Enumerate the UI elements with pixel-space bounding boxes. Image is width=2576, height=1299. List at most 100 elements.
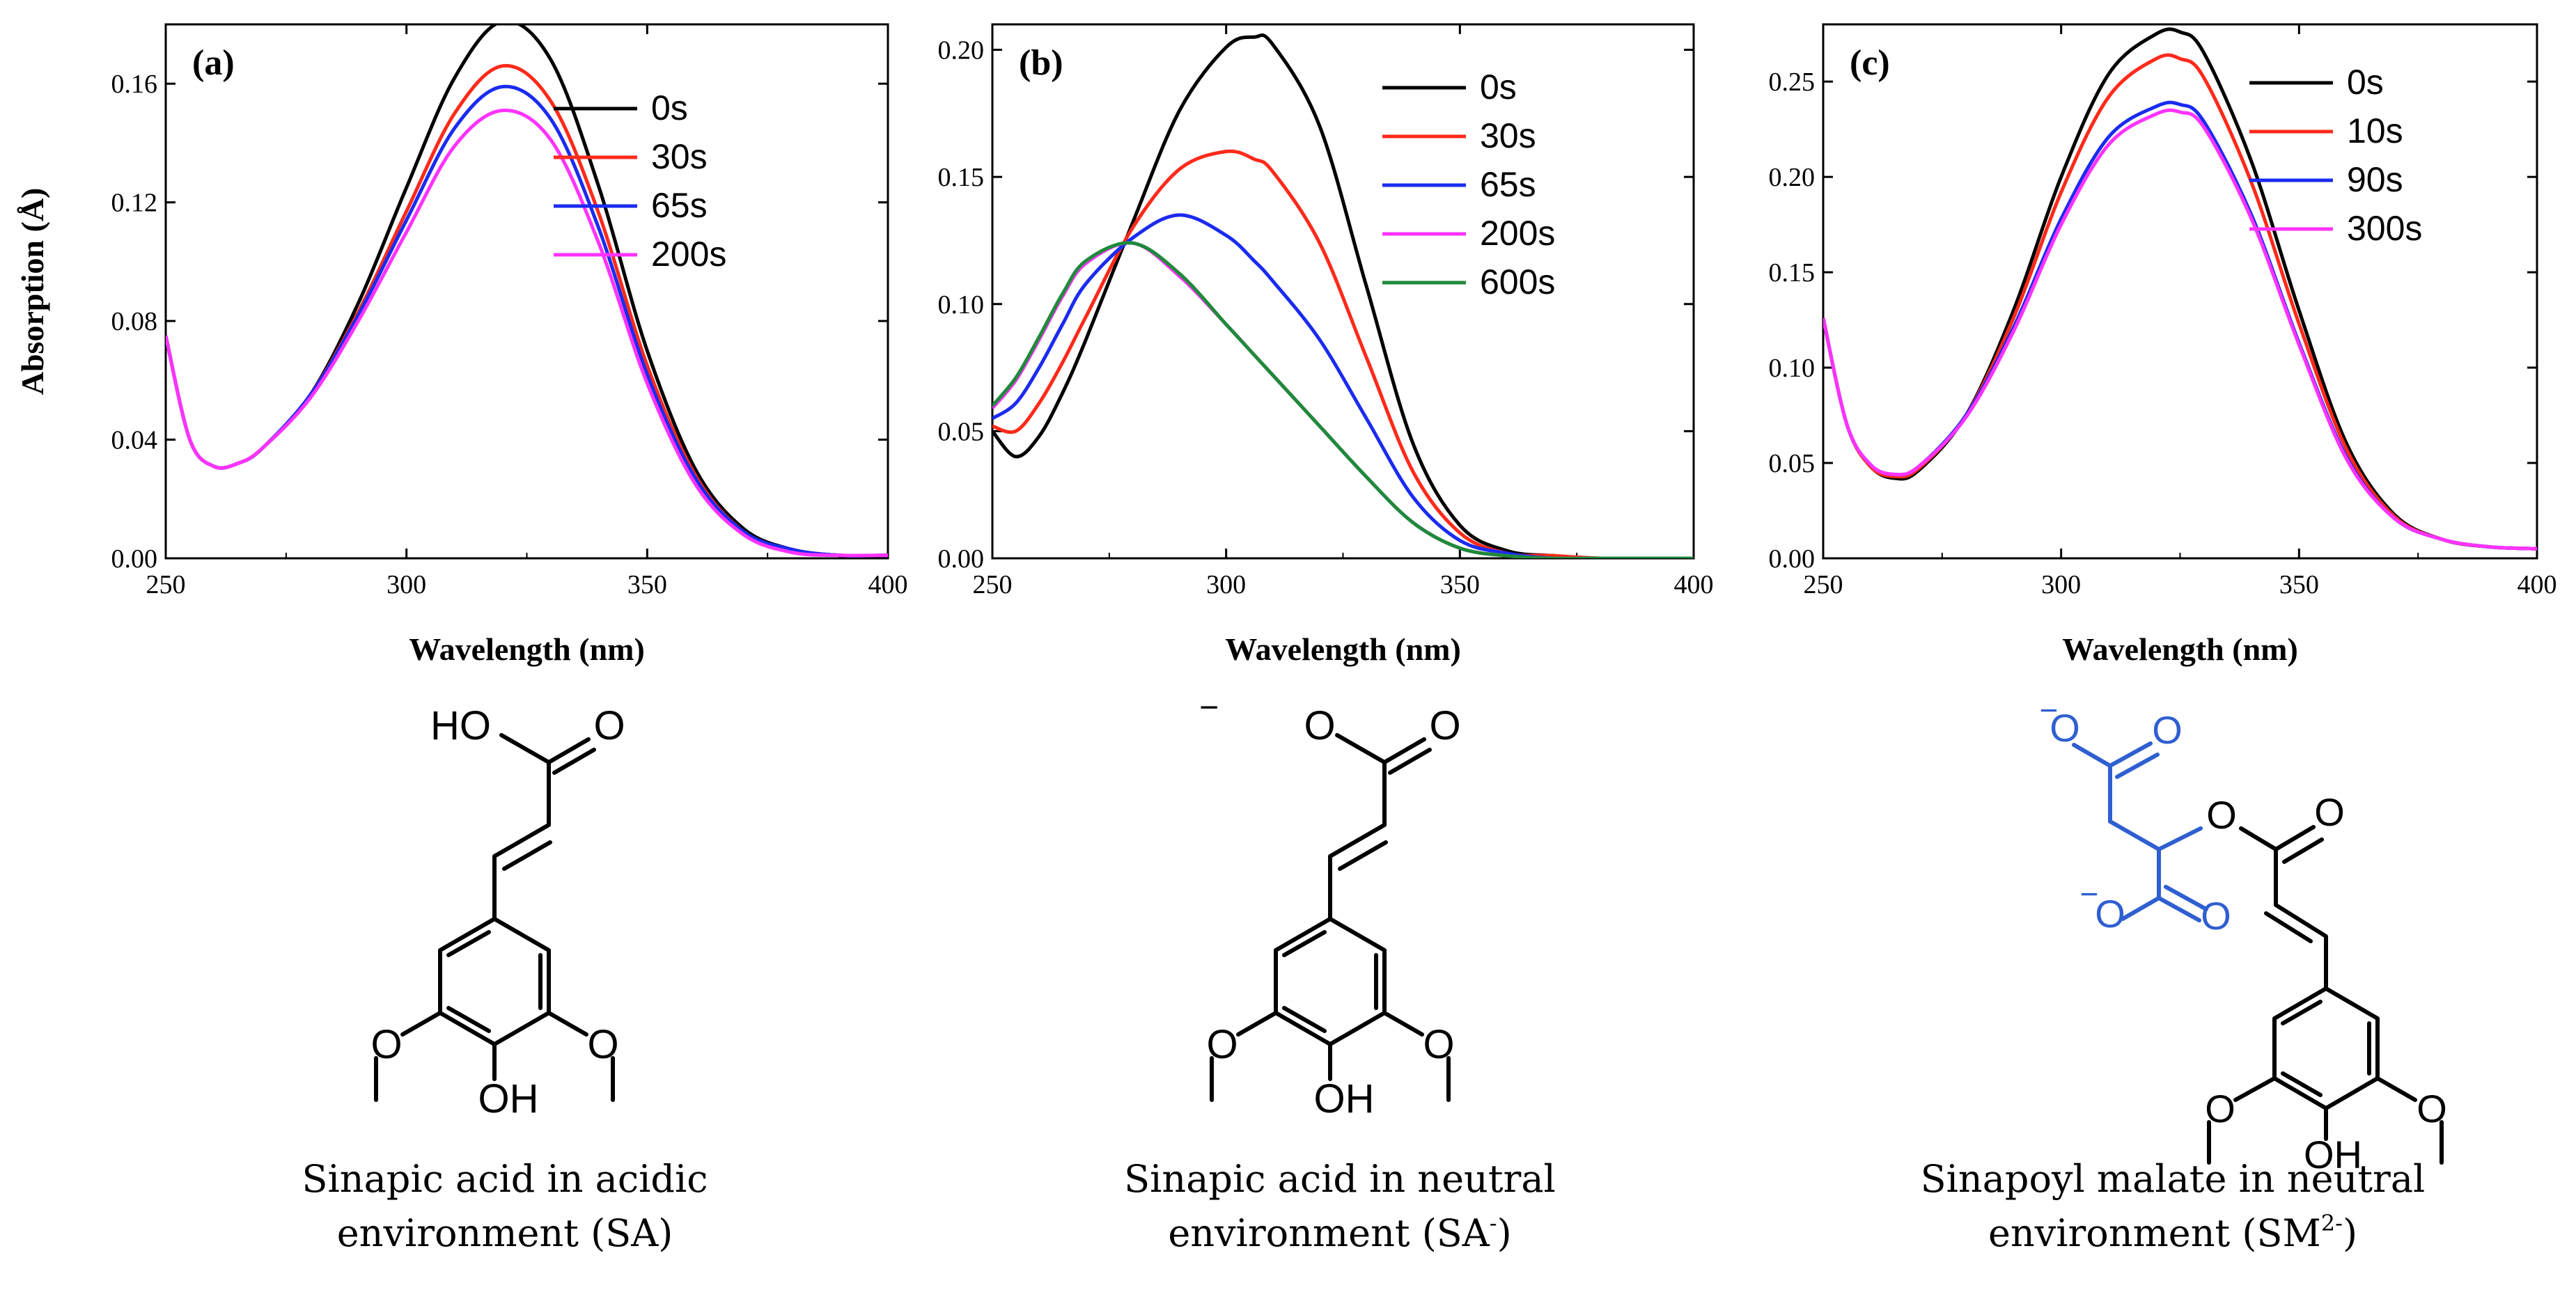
sa-anion-charge: −	[1199, 689, 1219, 726]
structure-sa: HO O O O OH	[370, 703, 625, 1121]
sa-anion-label-methoxy-left: O	[1206, 1022, 1238, 1067]
chart-panel-3: 0.00 0.05 0.10 0.15 0.20 0.25 250 300 350 400 0s 10…	[1769, 23, 2557, 667]
y-tick-label: 0.08	[111, 307, 158, 336]
sm-label-ester-o: O	[2206, 793, 2237, 837]
sm-label-carboxylate-top-o: O	[2050, 706, 2080, 750]
caption-sa-line2: environment (SA)	[336, 1211, 673, 1255]
sm-charge-bottom: −	[2080, 876, 2099, 912]
caption-sa-anion-line2-prefix: environment (SA	[1168, 1211, 1490, 1255]
chart-panel-1: 0.00 0.04 0.08 0.12 0.16 250 300 350 400 0s 30s 65s…	[15, 23, 908, 667]
y-tick-label: 0.00	[1769, 544, 1816, 574]
x-axis-title: Wavelength (nm)	[1225, 631, 1461, 667]
series-line-300s	[1823, 108, 2537, 551]
sa-anion-label-hydroxyl: OH	[1314, 1076, 1375, 1121]
caption-sa-anion: Sinapic acid in neutral environment (SA-…	[1027, 1152, 1653, 1261]
sm-label-carboxylate-bottom-o: O	[2095, 892, 2125, 936]
charts-layer: 0.00 0.04 0.08 0.12 0.16 250 300 350 400 0s 30s 65s…	[15, 23, 2557, 667]
caption-sa-anion-line2: environment (SA-)	[1027, 1206, 1653, 1261]
series-line-600s	[992, 241, 1694, 558]
sa-anion-acrylic-chain	[1328, 760, 1387, 921]
legend-label: 10s	[2347, 111, 2403, 150]
sm-label-carbonyl-o: O	[2314, 790, 2345, 834]
caption-sa-line1: Sinapic acid in acidic	[302, 1157, 708, 1201]
caption-sa-anion-line2-sup: -	[1489, 1210, 1497, 1236]
sa-label-methoxy-left: O	[370, 1022, 402, 1067]
y-tick-label: 0.00	[111, 544, 158, 574]
sm-label-methoxy-left: O	[2205, 1087, 2235, 1131]
sa-anion-label-carboxylate-o: O	[1304, 703, 1335, 748]
y-tick-label: 0.20	[938, 36, 985, 65]
y-tick-label: 0.12	[111, 189, 158, 218]
sa-label-hydroxyl: OH	[478, 1076, 539, 1121]
y-axis-title: Absorption (Å)	[15, 188, 50, 395]
x-axis-title: Wavelength (nm)	[409, 631, 645, 667]
panel-label: (c)	[1850, 43, 1890, 83]
x-tick-label: 300	[387, 570, 426, 599]
series-line-30s	[992, 149, 1694, 558]
sm-acrylic-chain	[2274, 847, 2328, 991]
x-tick-label: 400	[1674, 570, 1714, 599]
sa-label-methoxy-right: O	[587, 1022, 618, 1067]
sm-label-hydroxyl: OH	[2304, 1133, 2362, 1176]
x-tick-label: 250	[146, 570, 186, 599]
x-tick-label: 300	[2041, 570, 2081, 599]
y-tick-label: 0.00	[938, 544, 985, 574]
y-tick-label: 0.25	[1769, 68, 1816, 97]
series-line-0s	[1823, 27, 2537, 551]
y-tick-label: 0.20	[1769, 163, 1816, 192]
caption-sa-anion-line1: Sinapic acid in neutral	[1124, 1157, 1556, 1201]
sm-charge-top: −	[2040, 692, 2059, 728]
x-tick-label: 400	[2518, 570, 2557, 599]
x-tick-label: 400	[868, 570, 908, 599]
y-tick-label: 0.15	[1769, 258, 1816, 288]
caption-sm-line1: Sinapoyl malate in neutral	[1920, 1157, 2426, 1201]
sm-sinapoyl-part	[2207, 825, 2444, 1165]
y-tick-label: 0.10	[938, 290, 985, 320]
x-tick-label: 350	[1440, 570, 1480, 599]
legend-label: 0s	[2347, 63, 2384, 102]
caption-sm-line2-sup: 2-	[2320, 1210, 2343, 1236]
panel-label: (a)	[192, 43, 235, 83]
legend-label: 65s	[1480, 165, 1536, 204]
structure-sa-anion: − O O O O OH	[1199, 689, 1461, 1121]
caption-sa: Sinapic acid in acidic environment (SA)	[192, 1152, 818, 1261]
y-tick-label: 0.15	[938, 163, 985, 192]
panel-label: (b)	[1019, 43, 1063, 83]
x-axis-title: Wavelength (nm)	[2062, 631, 2298, 667]
structure-sm: − O O − O O O O O O OH	[2040, 692, 2447, 1176]
y-tick-label: 0.10	[1769, 354, 1816, 383]
legend-label: 200s	[1480, 214, 1555, 253]
caption-sa-anion-line2-suffix: )	[1497, 1211, 1512, 1255]
sa-label-acid: HO	[430, 703, 491, 748]
x-tick-label: 250	[973, 570, 1013, 599]
chart-panel-2: 0.00 0.05 0.10 0.15 0.20 250 300 350 400 0s 30s 65s…	[938, 23, 1714, 667]
legend-label: 600s	[1480, 262, 1555, 301]
sa-anion-label-carbonyl-o: O	[1429, 703, 1460, 748]
x-tick-label: 250	[1804, 570, 1843, 599]
legend-label: 30s	[651, 137, 708, 176]
y-tick-label: 0.05	[1769, 449, 1816, 478]
legend-label: 200s	[651, 235, 726, 274]
x-tick-label: 350	[2279, 570, 2319, 599]
sa-label-carbonyl-o: O	[593, 703, 625, 748]
y-tick-label: 0.04	[111, 426, 158, 455]
series-line-10s	[1823, 53, 2537, 551]
sm-label-methoxy-right: O	[2417, 1087, 2447, 1131]
sm-label-carbonyl-bottom-o: O	[2201, 894, 2231, 938]
legend-label: 65s	[651, 186, 708, 225]
legend-label: 0s	[651, 88, 688, 127]
caption-sm-line2: environment (SM2-)	[1859, 1206, 2486, 1261]
caption-sm: Sinapoyl malate in neutral environment (…	[1859, 1152, 2486, 1261]
x-tick-label: 350	[627, 570, 667, 599]
legend-label: 0s	[1480, 68, 1517, 107]
series-line-200s	[166, 109, 888, 558]
sa-anion-label-methoxy-right: O	[1423, 1022, 1454, 1067]
caption-sm-line2-suffix: )	[2342, 1211, 2358, 1255]
x-tick-label: 300	[1206, 570, 1246, 599]
sa-acrylic-chain	[492, 760, 551, 921]
sm-malate-part	[2072, 741, 2208, 922]
legend-label: 300s	[2347, 209, 2422, 248]
y-tick-label: 0.05	[938, 417, 985, 446]
caption-sm-line2-prefix: environment (SM	[1988, 1211, 2321, 1255]
